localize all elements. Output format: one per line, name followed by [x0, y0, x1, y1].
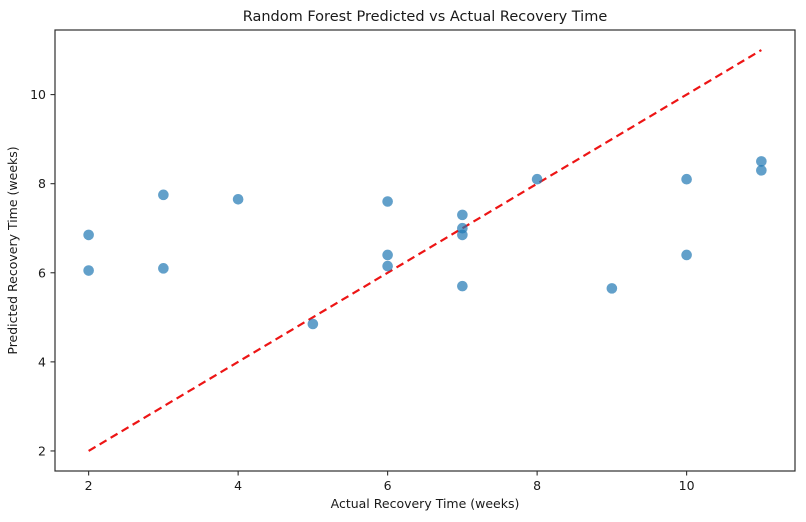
y-axis-label: Predicted Recovery Time (weeks)	[5, 146, 20, 354]
x-tick-label: 8	[533, 478, 541, 493]
scatter-point	[457, 209, 468, 221]
identity-line	[88, 49, 762, 452]
scatter-point	[457, 280, 468, 292]
chart-title: Random Forest Predicted vs Actual Recove…	[243, 9, 608, 25]
y-tick-label: 8	[38, 176, 46, 191]
x-tick-label: 4	[234, 478, 242, 493]
scatter-point	[681, 173, 692, 185]
scatter-point	[382, 249, 393, 261]
scatter-point	[457, 229, 468, 241]
scatter-point	[158, 263, 169, 274]
y-tick-label: 6	[38, 265, 46, 280]
y-tick-label: 10	[30, 87, 46, 102]
y-tick-label: 4	[38, 354, 46, 369]
scatter-point	[232, 193, 244, 205]
scatter-point	[756, 156, 767, 167]
scatter-point	[606, 283, 618, 294]
scatter-point	[756, 165, 767, 176]
x-tick-label: 10	[679, 478, 695, 493]
scatter-point	[158, 189, 169, 201]
scatter-point	[382, 196, 393, 207]
scatter-point	[307, 318, 319, 330]
scatter-point	[83, 265, 94, 276]
scatter-point	[681, 249, 692, 261]
scatter-point	[83, 229, 94, 241]
x-axis-label: Actual Recovery Time (weeks)	[331, 496, 520, 511]
scatter-point	[531, 173, 543, 185]
y-tick-label: 2	[38, 443, 46, 458]
x-tick-label: 2	[85, 478, 93, 493]
scatter-point	[382, 260, 393, 272]
x-tick-label: 6	[384, 478, 392, 493]
